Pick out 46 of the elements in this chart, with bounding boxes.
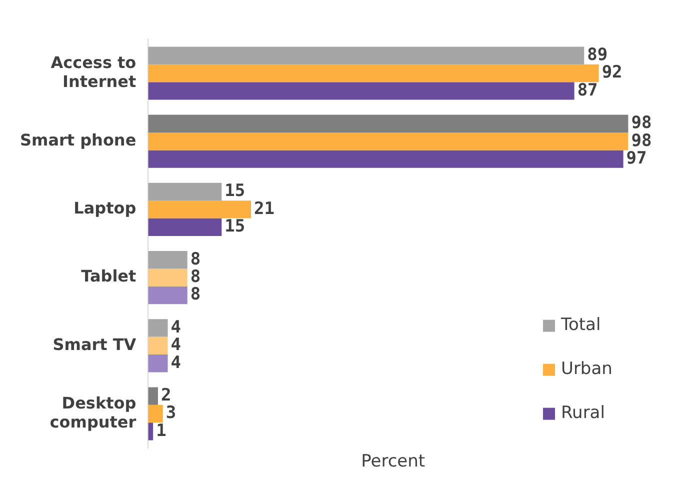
data-label: 2 — [160, 385, 172, 406]
data-label: 87 — [577, 80, 598, 100]
data-label: 15 — [224, 181, 246, 202]
bar — [148, 354, 168, 372]
data-label: 89 — [587, 44, 608, 65]
data-label: 15 — [224, 216, 246, 237]
bar — [148, 182, 222, 201]
y-tick-label: Desktop computer — [50, 393, 136, 432]
data-label: 4 — [170, 352, 182, 373]
bar — [148, 46, 584, 64]
bar — [148, 132, 628, 150]
bar — [148, 82, 574, 100]
y-tick-label: Access to Internet — [50, 52, 137, 92]
data-label: 8 — [190, 266, 201, 287]
bar — [148, 64, 599, 82]
data-label: 98 — [631, 113, 652, 134]
bar — [148, 404, 163, 423]
legend-label: Total — [560, 315, 601, 336]
data-label: 8 — [190, 249, 201, 270]
legend-label: Rural — [561, 403, 605, 424]
bar — [148, 218, 222, 236]
y-tick-label: Tablet — [81, 266, 137, 286]
bar — [148, 200, 252, 218]
data-label: 1 — [156, 420, 166, 441]
data-label: 4 — [170, 317, 182, 338]
data-label: 98 — [631, 130, 652, 151]
data-label: 21 — [254, 198, 275, 219]
bar — [148, 268, 188, 286]
legend-label: Urban — [561, 359, 612, 380]
data-label: 97 — [626, 148, 647, 168]
data-label: 92 — [602, 62, 622, 83]
bar — [148, 319, 168, 337]
bar — [148, 422, 154, 440]
bar — [148, 250, 188, 269]
y-tick-label: Laptop — [74, 198, 136, 218]
bar — [148, 114, 628, 132]
bar — [148, 387, 158, 405]
data-label: 4 — [170, 335, 182, 356]
bar — [148, 336, 168, 355]
bar — [148, 286, 188, 304]
y-tick-label: Smart phone — [20, 130, 136, 150]
y-tick-label: Smart TV — [52, 334, 137, 354]
bar — [148, 150, 624, 168]
data-label: 3 — [166, 403, 176, 424]
data-label: 8 — [190, 284, 201, 305]
x-axis-title: Percent — [361, 451, 426, 472]
